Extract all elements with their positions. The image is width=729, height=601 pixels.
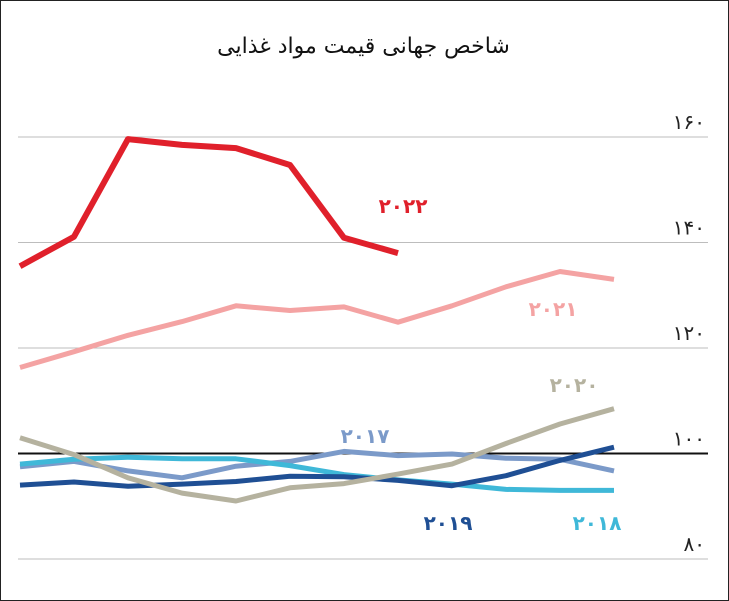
series-line-4 [19, 269, 615, 370]
series-line-2 [19, 444, 615, 489]
chart-title: شاخص جهانی قیمت مواد غذایی [217, 34, 510, 59]
series-label: ۲۰۲۲ [379, 194, 428, 218]
series-label: ۲۰۱۷ [341, 424, 390, 448]
series-line-5 [18, 136, 399, 269]
series-label: ۲۰۲۰ [550, 373, 599, 397]
series-label: ۲۰۱۹ [424, 511, 473, 535]
series-label: ۲۰۱۸ [573, 511, 622, 535]
series-label: ۲۰۲۱ [529, 297, 578, 321]
series-line-1 [19, 454, 614, 493]
y-tick-label: ۱۴۰ [673, 216, 705, 240]
y-tick-label: ۸۰ [684, 532, 705, 556]
y-tick-label: ۱۲۰ [673, 321, 705, 345]
y-tick-label: ۱۶۰ [673, 110, 705, 134]
y-tick-label: ۱۰۰ [673, 427, 705, 451]
series-line-0 [19, 448, 615, 481]
series-line-3 [19, 406, 615, 504]
